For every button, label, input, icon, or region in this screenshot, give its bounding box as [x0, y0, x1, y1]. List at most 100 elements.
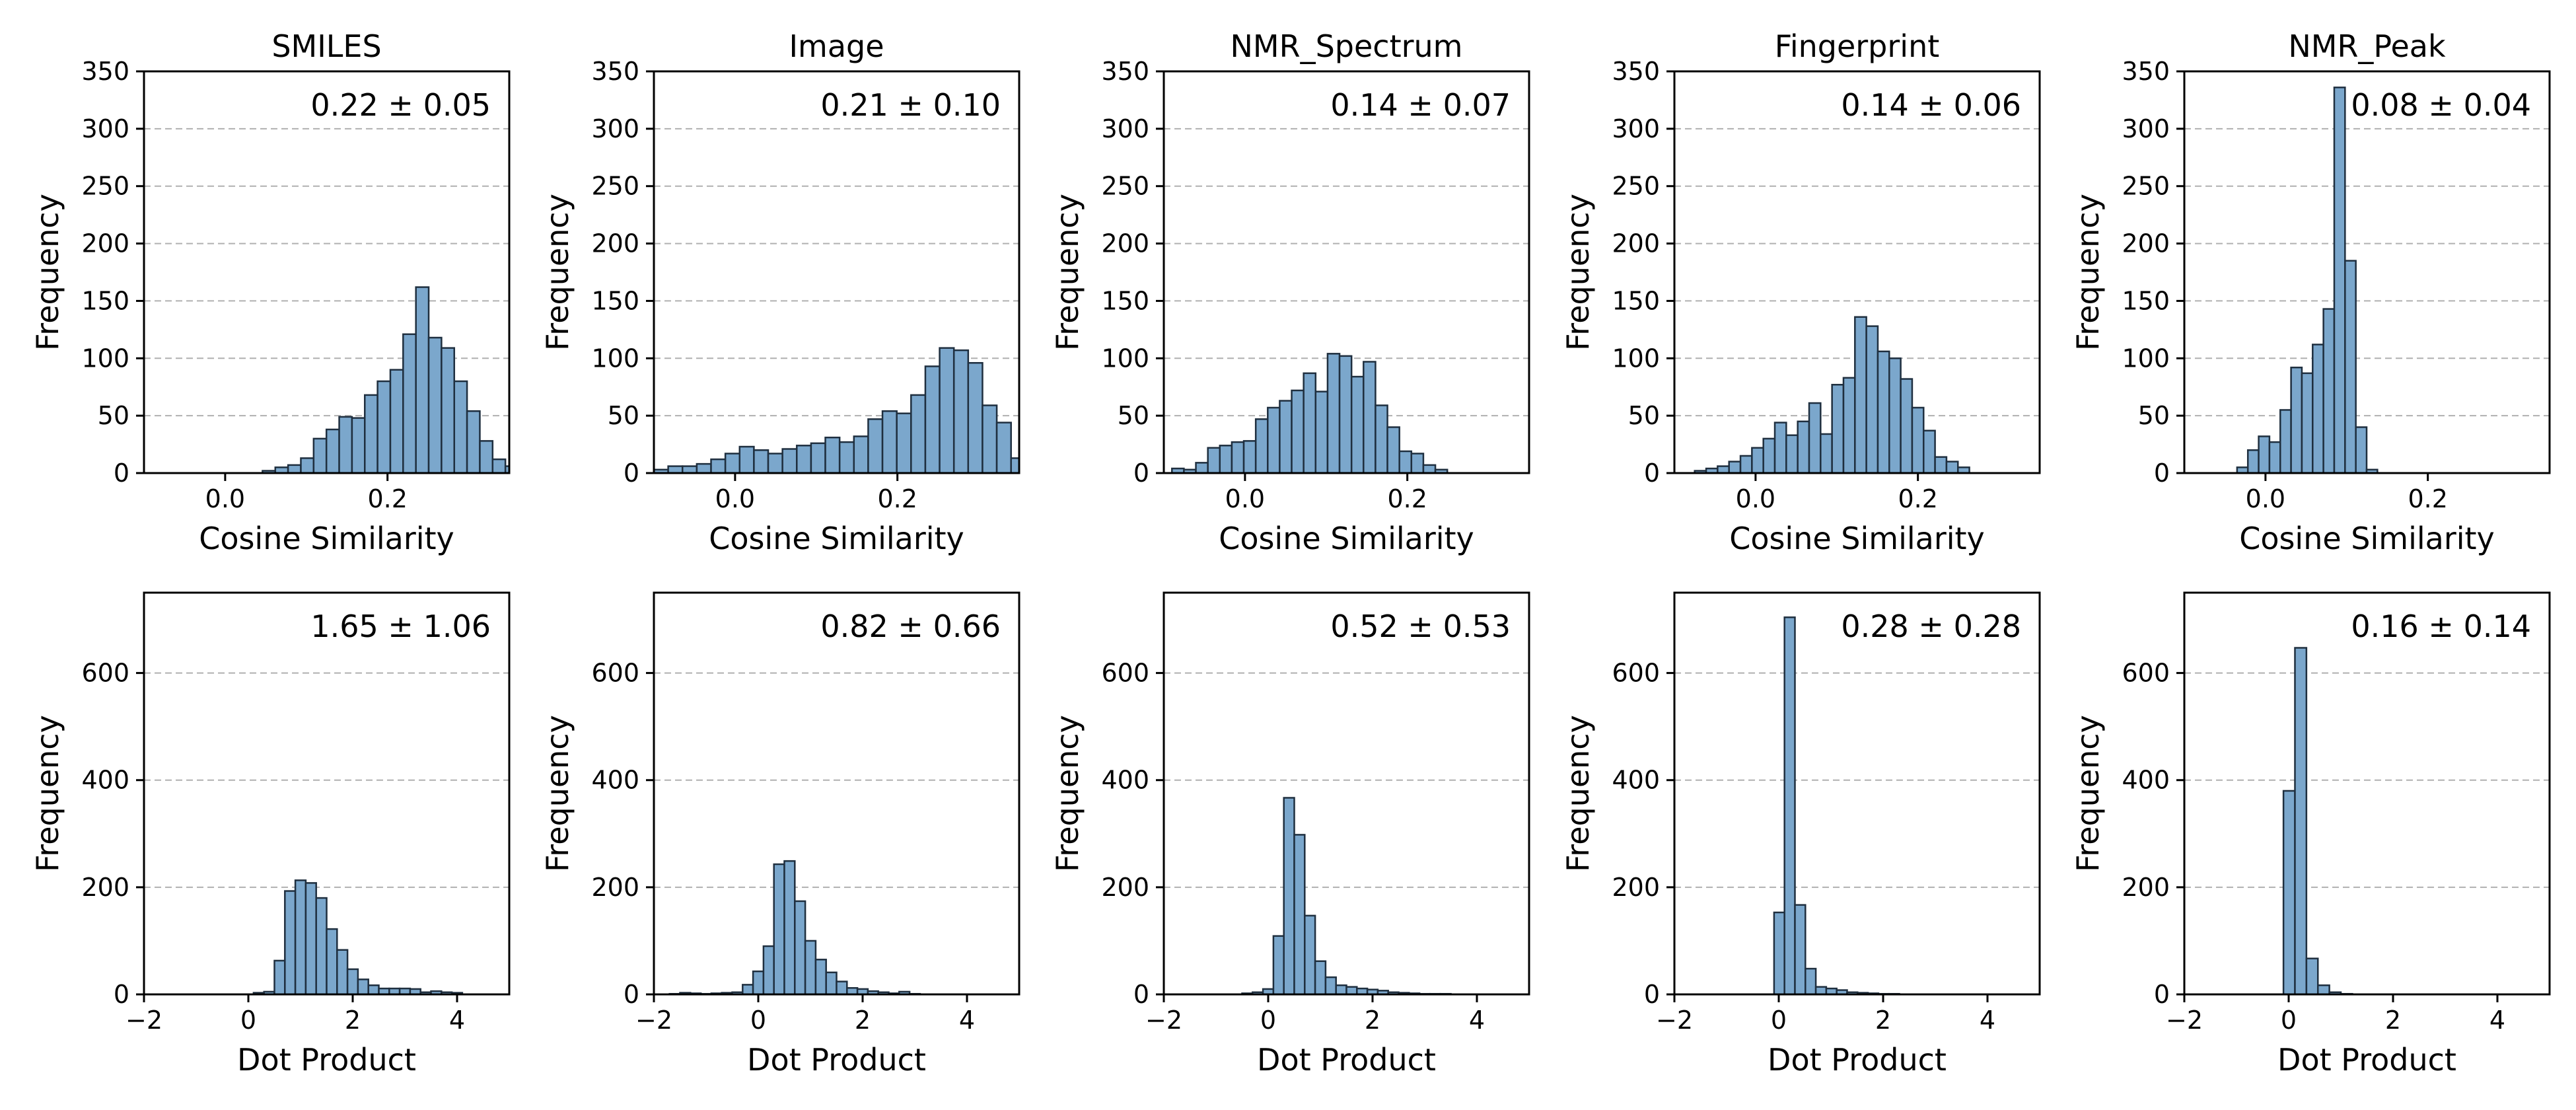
histogram-bar: [287, 464, 302, 473]
plot-area: [2184, 593, 2550, 994]
y-tick-label: 600: [1612, 659, 1660, 688]
histogram-bar: [1279, 400, 1293, 473]
histogram-bar: [294, 879, 307, 994]
axes-frame: [1673, 591, 2041, 996]
histogram-bar: [881, 410, 898, 473]
y-tick-label: 100: [81, 344, 129, 373]
histogram-bar: [1375, 404, 1388, 473]
x-tick-label: 0.0: [1225, 484, 1265, 513]
histogram-bar: [1326, 353, 1341, 473]
histogram-bar: [1797, 420, 1810, 473]
histogram-bar: [982, 404, 998, 473]
histogram-bar: [995, 422, 1012, 473]
histogram-bar: [1785, 434, 1799, 473]
histogram-panel: 0 50 100 150 200 250 300 350 0.0 0.2 Image Cosine S…: [540, 28, 1020, 556]
histogram-bar: [2279, 409, 2292, 473]
x-axis-label: Dot Product: [747, 1042, 926, 1078]
histogram-bar: [1434, 468, 1449, 473]
bars: [1171, 353, 1449, 473]
y-tick-label: 350: [1101, 57, 1149, 86]
histogram-bar: [1717, 465, 1730, 473]
histogram-bar: [1345, 986, 1358, 994]
y-axis-label: Frequency: [2070, 715, 2106, 872]
histogram-bar: [1283, 797, 1295, 994]
y-tick-label: 150: [1101, 286, 1149, 315]
histogram-bar: [742, 984, 754, 994]
x-tick-label: 4: [2489, 1006, 2505, 1035]
y-tick-label: 0: [1644, 980, 1660, 1009]
histogram-bar: [1751, 447, 1764, 473]
histogram-bar: [804, 940, 817, 994]
y-tick-label: 150: [591, 286, 639, 315]
histogram-bar: [1242, 440, 1257, 473]
histogram-bar: [1422, 464, 1437, 473]
y-tick-label: 50: [98, 401, 129, 430]
x-axis-label: Dot Product: [2277, 1042, 2456, 1078]
y-tick-label: 200: [1612, 229, 1660, 258]
histogram-bar: [364, 394, 378, 473]
y-tick-label: 200: [1101, 873, 1149, 902]
x-axis-label: Cosine Similarity: [709, 521, 964, 556]
x-tick-label: 4: [1469, 1006, 1485, 1035]
histogram-bar: [781, 448, 798, 473]
histogram-bar: [300, 457, 315, 473]
histogram-bar: [1820, 433, 1833, 473]
x-tick-label: 0.2: [1387, 484, 1427, 513]
histogram-bar: [794, 900, 806, 994]
y-tick-label: 300: [81, 114, 129, 143]
x-tick-label: −2: [635, 1006, 672, 1035]
x-tick-label: 0: [2281, 1006, 2297, 1035]
histogram-bar: [2322, 308, 2336, 473]
y-tick-label: 300: [591, 114, 639, 143]
histogram-bar: [315, 897, 328, 994]
y-tick-label: 300: [1612, 114, 1660, 143]
histogram-bar: [357, 979, 369, 994]
histogram-bar: [1814, 986, 1828, 994]
x-tick-label: −2: [1656, 1006, 1693, 1035]
y-tick-label: 0: [1133, 980, 1149, 1009]
histogram-bar: [2258, 435, 2271, 473]
bars: [2236, 87, 2379, 473]
histogram-bar: [1293, 834, 1306, 994]
histogram-bar: [346, 968, 359, 994]
histogram-bar: [1911, 406, 1925, 473]
histogram-bar: [1934, 456, 1948, 473]
histogram-bar: [1207, 447, 1221, 473]
x-tick-label: −2: [1145, 1006, 1182, 1035]
axes-frame: [1163, 70, 1530, 474]
y-tick-label: 150: [81, 286, 129, 315]
histogram-bar: [2333, 87, 2346, 473]
histogram-bar: [1335, 984, 1347, 994]
histogram-bar: [351, 417, 366, 473]
histogram-bar: [338, 416, 353, 473]
y-tick-label: 250: [1612, 172, 1660, 201]
histogram-bar: [1303, 372, 1317, 473]
histogram-bar: [2268, 441, 2281, 473]
chart-title: SMILES: [271, 28, 381, 64]
x-axis-label: Cosine Similarity: [199, 521, 454, 556]
histogram-bar: [2316, 984, 2330, 994]
histogram-bar: [924, 365, 941, 473]
axes-frame: [653, 70, 1020, 474]
y-tick-label: 300: [1101, 114, 1149, 143]
axes-frame: [1673, 70, 2041, 474]
y-tick-label: 250: [81, 172, 129, 201]
histogram-bar: [838, 441, 855, 473]
axes-frame: [143, 591, 511, 996]
x-tick-label: 2: [345, 1006, 361, 1035]
y-tick-label: 200: [591, 873, 639, 902]
histogram-bar: [441, 347, 455, 473]
histogram-bar: [696, 462, 712, 473]
y-tick-label: 0: [2154, 980, 2170, 1009]
bars: [252, 879, 464, 994]
x-tick-label: 2: [1365, 1006, 1380, 1035]
y-tick-label: 600: [1101, 659, 1149, 688]
x-tick-label: 0: [240, 1006, 256, 1035]
histogram-bar: [825, 971, 838, 994]
y-axis-label: Frequency: [2070, 194, 2106, 351]
histogram-bar: [824, 436, 841, 473]
y-tick-label: 200: [591, 229, 639, 258]
histogram-bar: [836, 980, 848, 994]
y-axis-label: Frequency: [1050, 715, 1085, 872]
